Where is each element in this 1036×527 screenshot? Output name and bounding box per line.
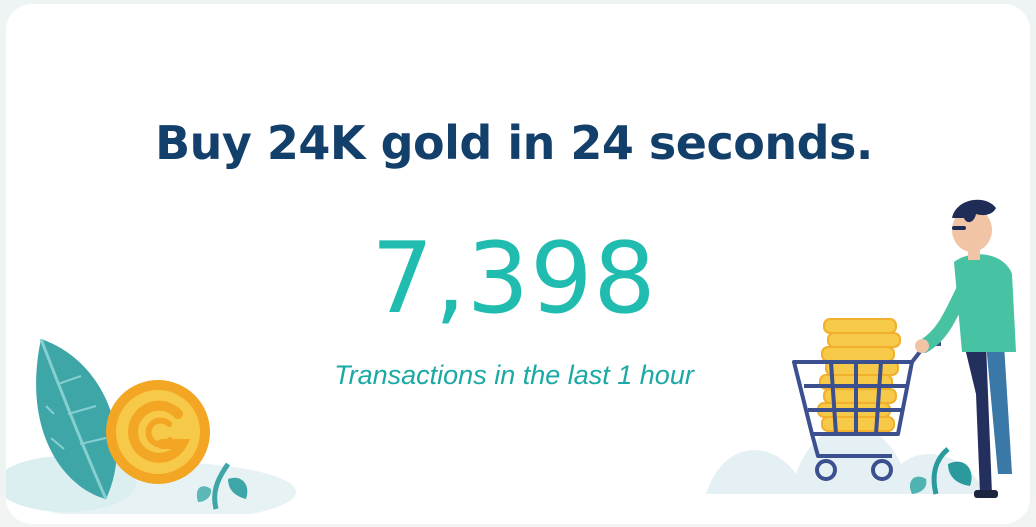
- shopper-cart-illustration: [706, 199, 1016, 498]
- gold-promo-banner[interactable]: Buy 24K gold in 24 seconds. 7,398 Transa…: [6, 4, 1030, 524]
- transactions-caption: Transactions in the last 1 hour: [334, 360, 694, 390]
- banner-headline: Buy 24K gold in 24 seconds.: [155, 116, 873, 170]
- shopper-figure: [915, 199, 1016, 498]
- background-blob: [706, 425, 986, 494]
- plant-sprig-icon: [196, 462, 248, 510]
- leaf-icon: [36, 338, 117, 500]
- shopping-cart-icon: [792, 342, 941, 481]
- gold-coin-icon: [106, 380, 210, 484]
- plant-sprig-icon: [909, 447, 972, 495]
- transactions-count: 7,398: [371, 222, 657, 336]
- leaf-coin-illustration: [6, 338, 296, 514]
